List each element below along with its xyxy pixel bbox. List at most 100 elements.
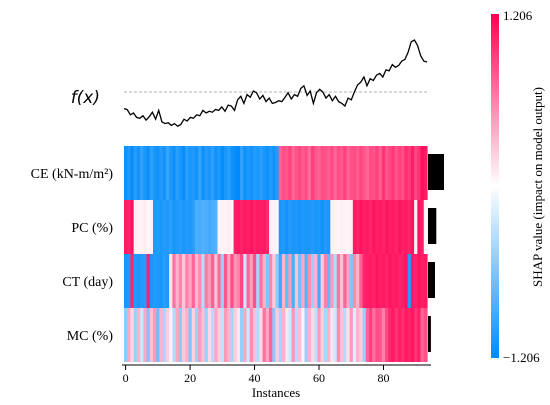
heatmap-cell	[153, 146, 157, 200]
heatmap-cell	[249, 200, 254, 254]
heatmap-cell	[323, 308, 328, 362]
heatmap-cell	[211, 146, 215, 200]
heatmap-cell	[233, 254, 238, 308]
heatmap-cell	[278, 200, 283, 254]
heatmap-cell	[391, 254, 396, 308]
heatmap-cell	[262, 146, 267, 200]
heatmap-cell	[362, 308, 367, 362]
heatmap-cell	[397, 200, 402, 254]
heatmap-cell	[385, 254, 389, 308]
heatmap-cell	[333, 146, 338, 200]
heatmap-cell	[385, 146, 389, 200]
feature-labels: CE (kN-m/m²) PC (%) CT (day) MC (%)	[31, 167, 114, 344]
heatmap-cell	[320, 308, 325, 362]
heatmap-cell	[143, 254, 148, 308]
heatmap-cell	[323, 254, 328, 308]
heatmap-cell	[178, 146, 183, 200]
heatmap-cell	[275, 308, 280, 362]
heatmap-cell	[291, 308, 296, 362]
heatmap-cell	[414, 200, 418, 254]
heatmap-cell	[381, 146, 386, 200]
heatmap-cell	[172, 254, 177, 308]
feature-label: PC (%)	[71, 221, 113, 236]
heatmap-cell	[391, 308, 396, 362]
colorbar-gradient	[491, 14, 499, 358]
heatmap-cell	[365, 200, 370, 254]
x-axis-label: Instances	[252, 385, 300, 400]
heatmap-cell	[227, 146, 231, 200]
heatmap-cell	[281, 254, 286, 308]
feature-label: CE (kN-m/m²)	[31, 167, 114, 182]
heatmap-cell	[240, 308, 244, 362]
heatmap-cell	[136, 254, 141, 308]
heatmap-cell	[124, 200, 128, 254]
heatmap-cell	[336, 308, 341, 362]
heatmap-cell	[259, 308, 264, 362]
heatmap-cell	[304, 146, 309, 200]
heatmap-cell	[136, 308, 141, 362]
heatmap-cell	[211, 200, 215, 254]
heatmap-cell	[214, 254, 219, 308]
heatmap-cell	[349, 254, 354, 308]
heatmap-cell	[310, 308, 315, 362]
heatmap-cell	[339, 254, 344, 308]
heatmap-cell	[336, 254, 341, 308]
heatmap-cell	[420, 308, 425, 362]
heatmap-cell	[352, 146, 357, 200]
heatmap-cell	[304, 308, 309, 362]
heatmap-cell	[249, 146, 254, 200]
heatmap-cell	[169, 254, 173, 308]
heatmap-cell	[182, 200, 186, 254]
heatmap-cell	[272, 200, 277, 254]
heatmap-cell	[162, 146, 167, 200]
heatmap-cell	[310, 200, 315, 254]
heatmap-cell	[372, 146, 377, 200]
heatmap-cell	[136, 146, 141, 200]
heatmap-cell	[140, 254, 144, 308]
heatmap-cell	[182, 308, 186, 362]
heatmap-cell	[265, 308, 270, 362]
heatmap-cell	[165, 308, 170, 362]
heatmap-cell	[388, 200, 393, 254]
heatmap-cell	[420, 254, 425, 308]
heatmap-cell	[410, 254, 415, 308]
heatmap-cell	[404, 200, 409, 254]
heatmap-cell	[397, 146, 402, 200]
heatmap-cell	[323, 200, 328, 254]
heatmap-cell	[356, 308, 360, 362]
heatmap-cell	[401, 146, 406, 200]
heatmap-cell	[124, 308, 128, 362]
heatmap-cell	[410, 308, 415, 362]
heatmap-cell	[343, 308, 348, 362]
heatmap-cell	[314, 200, 318, 254]
heatmap-cell	[291, 146, 296, 200]
heatmap-cell	[368, 146, 373, 200]
heatmap-cell	[269, 200, 273, 254]
heatmap-cell	[378, 254, 383, 308]
heatmap-cell	[407, 308, 412, 362]
heatmap-cell	[249, 254, 254, 308]
heatmap-cell	[165, 254, 170, 308]
heatmap-cell	[214, 200, 219, 254]
heatmap-cell	[352, 200, 357, 254]
heatmap-cell	[301, 200, 306, 254]
heatmap-cell	[281, 200, 286, 254]
heatmap-cell	[149, 308, 154, 362]
heatmap-cell	[240, 254, 244, 308]
heatmap-cell	[288, 254, 293, 308]
feature-label: CT (day)	[62, 275, 113, 290]
heatmap-cell	[133, 200, 138, 254]
heatmap-cell	[401, 254, 406, 308]
heatmap-cell	[330, 146, 335, 200]
heatmap-cell	[194, 146, 199, 200]
heatmap-cell	[272, 146, 277, 200]
heatmap-cell	[127, 146, 132, 200]
heatmap-cell	[223, 308, 228, 362]
heatmap-cell	[375, 146, 380, 200]
heatmap-cell	[133, 146, 138, 200]
heatmap-cell	[243, 254, 248, 308]
heatmap-cell	[388, 254, 393, 308]
heatmap-cell	[298, 254, 302, 308]
heatmap-cell	[410, 146, 415, 200]
heatmap-cell	[204, 200, 209, 254]
